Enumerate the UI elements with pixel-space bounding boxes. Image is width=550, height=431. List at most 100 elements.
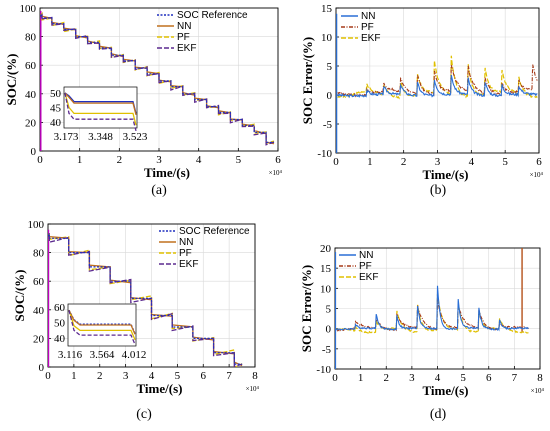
panel-a-xtick-label: 6 bbox=[275, 154, 281, 166]
panel-a-xtick-label: 5 bbox=[236, 154, 242, 166]
panel-d-ytick-label: 20 bbox=[320, 243, 332, 255]
panel-d-xtick-label: 3 bbox=[409, 372, 415, 384]
panel-a-ytick-label: 40 bbox=[25, 89, 37, 101]
panel-a-legend-label: NN bbox=[177, 21, 191, 32]
panel-b-ytick-label: 10 bbox=[321, 32, 333, 44]
panel-c-xtick-label: 8 bbox=[252, 370, 258, 382]
panel-c-inset-ytick-label: 60 bbox=[54, 302, 66, 314]
panel-d-ytick-label: -10 bbox=[316, 364, 331, 376]
panel-a-plot-frame bbox=[39, 7, 279, 152]
panel-b-ytick-label: 5 bbox=[327, 61, 333, 73]
panel-a-inset-ytick-label: 45 bbox=[50, 103, 62, 115]
panel-b-ylabel: SOC Error/(%) bbox=[300, 37, 315, 125]
panel-a-ytick-label: 100 bbox=[20, 3, 37, 15]
panel-c-inset-xtick-label: 4.012 bbox=[122, 349, 147, 361]
panel-c-ytick-label: 0 bbox=[39, 362, 45, 374]
panel-b-xlabel: Time/(s) bbox=[423, 167, 469, 182]
panel-b-legend-label: PF bbox=[361, 22, 374, 33]
panel-c-legend-label: PF bbox=[179, 248, 192, 259]
panel-c-xtick-label: 1 bbox=[71, 370, 77, 382]
panel-label-c: (c) bbox=[136, 407, 152, 422]
panel-b-ytick-label: -5 bbox=[323, 119, 333, 131]
panel-a-inset-frame bbox=[63, 86, 138, 129]
panel-a-xlabel: Time/(s) bbox=[144, 165, 190, 180]
panel-b-series-nn bbox=[337, 74, 538, 99]
panel-a-inset-series-pf bbox=[64, 92, 137, 126]
panel-c-inset-series-ekf bbox=[68, 310, 136, 345]
panel-a-inset-series-nn bbox=[64, 92, 137, 115]
panel-c-inset-ytick-label: 50 bbox=[54, 318, 66, 330]
panel-a-series-soc-reference bbox=[40, 14, 274, 143]
panel-c-legend-label: SOC Reference bbox=[179, 226, 250, 237]
panel-d-xtick-label: 5 bbox=[460, 372, 466, 384]
panel-d-ytick-label: 0 bbox=[326, 324, 332, 336]
panel-d-series-nn bbox=[335, 285, 529, 332]
panel-b-series-pf bbox=[337, 64, 538, 98]
panel-a-inset-series-ekf bbox=[64, 92, 137, 132]
panel-a-xtick-label: 1 bbox=[77, 154, 83, 166]
panel-d-ytick-label: -5 bbox=[322, 344, 332, 356]
panel-d-xtick-label: 8 bbox=[537, 372, 543, 384]
panel-label-b: (b) bbox=[430, 183, 447, 198]
panel-c-x-multiplier: ×10⁴ bbox=[246, 385, 260, 393]
panel-d-ytick-label: 10 bbox=[320, 283, 332, 295]
panel-d-xtick-label: 0 bbox=[332, 372, 338, 384]
panel-d-series-ekf bbox=[336, 293, 529, 335]
panel-c-legend-label: EKF bbox=[179, 259, 198, 270]
panel-d-x-multiplier: ×10⁴ bbox=[531, 387, 545, 395]
panel-label-a: (a) bbox=[151, 183, 167, 198]
panel-c-inset-ytick-label: 40 bbox=[54, 333, 66, 345]
panel-c-inset: 40 50 60 3.116 3.564 4.012 bbox=[54, 302, 146, 361]
panel-d-legend-label: NN bbox=[359, 250, 373, 261]
panel-c-inset-xtick-label: 3.116 bbox=[58, 349, 83, 361]
panel-a-legend-label: PF bbox=[177, 32, 190, 43]
panel-a: 0 1 2 3 4 5 6020406080100Time/(s)SOC/(%)×10⁴SO… bbox=[4, 3, 283, 180]
panel-b-xtick-label: 1 bbox=[367, 156, 373, 168]
panel-b-ytick-label: 0 bbox=[327, 90, 333, 102]
panel-a-xtick-label: 2 bbox=[117, 154, 123, 166]
panel-c-ytick-label: 80 bbox=[33, 248, 45, 260]
panel-label-text: (d) bbox=[430, 407, 447, 422]
panel-c-inset-series-nn bbox=[68, 309, 136, 335]
panel-a-xtick-label: 0 bbox=[37, 154, 43, 166]
panel-b-xtick-label: 0 bbox=[333, 156, 339, 168]
panel-label-text: (b) bbox=[430, 183, 447, 198]
panel-a-ytick-label: 80 bbox=[25, 32, 37, 44]
panel-c-inset-series-pf bbox=[68, 310, 136, 341]
panel-b-xtick-label: 5 bbox=[502, 156, 508, 168]
panel-d-xtick-label: 7 bbox=[512, 372, 518, 384]
panel-a-ylabel: SOC/(%) bbox=[4, 54, 19, 106]
panel-c-series bbox=[48, 229, 243, 367]
panel-c-xtick-label: 4 bbox=[149, 370, 155, 382]
panel-b-series bbox=[336, 13, 538, 153]
panel-a-inset-xtick-label: 3.173 bbox=[54, 131, 79, 143]
panel-label-d: (d) bbox=[430, 407, 447, 422]
panel-c-xtick-label: 7 bbox=[226, 370, 232, 382]
panel-a-legend-label: SOC Reference bbox=[177, 10, 248, 21]
panel-d-xtick-label: 4 bbox=[435, 372, 441, 384]
panel-c-xtick-label: 0 bbox=[45, 370, 51, 382]
panel-a-inset: 40 45 50 3.173 3.348 3.523 bbox=[50, 86, 148, 143]
panel-d-xlabel: Time/(s) bbox=[423, 383, 469, 398]
panel-d-ylabel: SOC Error/(%) bbox=[299, 265, 314, 353]
panel-b: 0 1 2 3 4 5 6 -10 -5 0 5 10 15 Time/(s) SOC Error/(%) ×… bbox=[300, 3, 544, 182]
panel-b-xtick-label: 6 bbox=[536, 156, 542, 168]
panel-d-series bbox=[335, 248, 529, 369]
panel-c-xtick-label: 2 bbox=[97, 370, 103, 382]
panel-c-ytick-label: 100 bbox=[28, 219, 45, 231]
panel-a-legend-label: EKF bbox=[177, 43, 196, 54]
panel-d: 0 1 2 3 4 5 6 7 8 -10 -5 0 5 10 15 20 Time/(s) SOC Error/… bbox=[299, 243, 545, 398]
panel-c-xtick-label: 6 bbox=[201, 370, 207, 382]
panel-c-ylabel: SOC/(%) bbox=[12, 270, 27, 322]
panel-b-xtick-label: 3 bbox=[435, 156, 441, 168]
panel-b-xtick-label: 2 bbox=[401, 156, 407, 168]
panel-d-legend-label: EKF bbox=[359, 272, 378, 283]
panel-b-x-multiplier: ×10⁴ bbox=[530, 171, 544, 179]
panel-b-series-ekf bbox=[337, 55, 538, 100]
panel-d-xtick-label: 2 bbox=[384, 372, 390, 384]
panel-c-legend-label: NN bbox=[179, 237, 193, 248]
panel-c-ytick-label: 40 bbox=[33, 305, 45, 317]
panel-c-ytick-label: 60 bbox=[33, 276, 45, 288]
panel-b-ytick-label: 15 bbox=[321, 3, 333, 15]
